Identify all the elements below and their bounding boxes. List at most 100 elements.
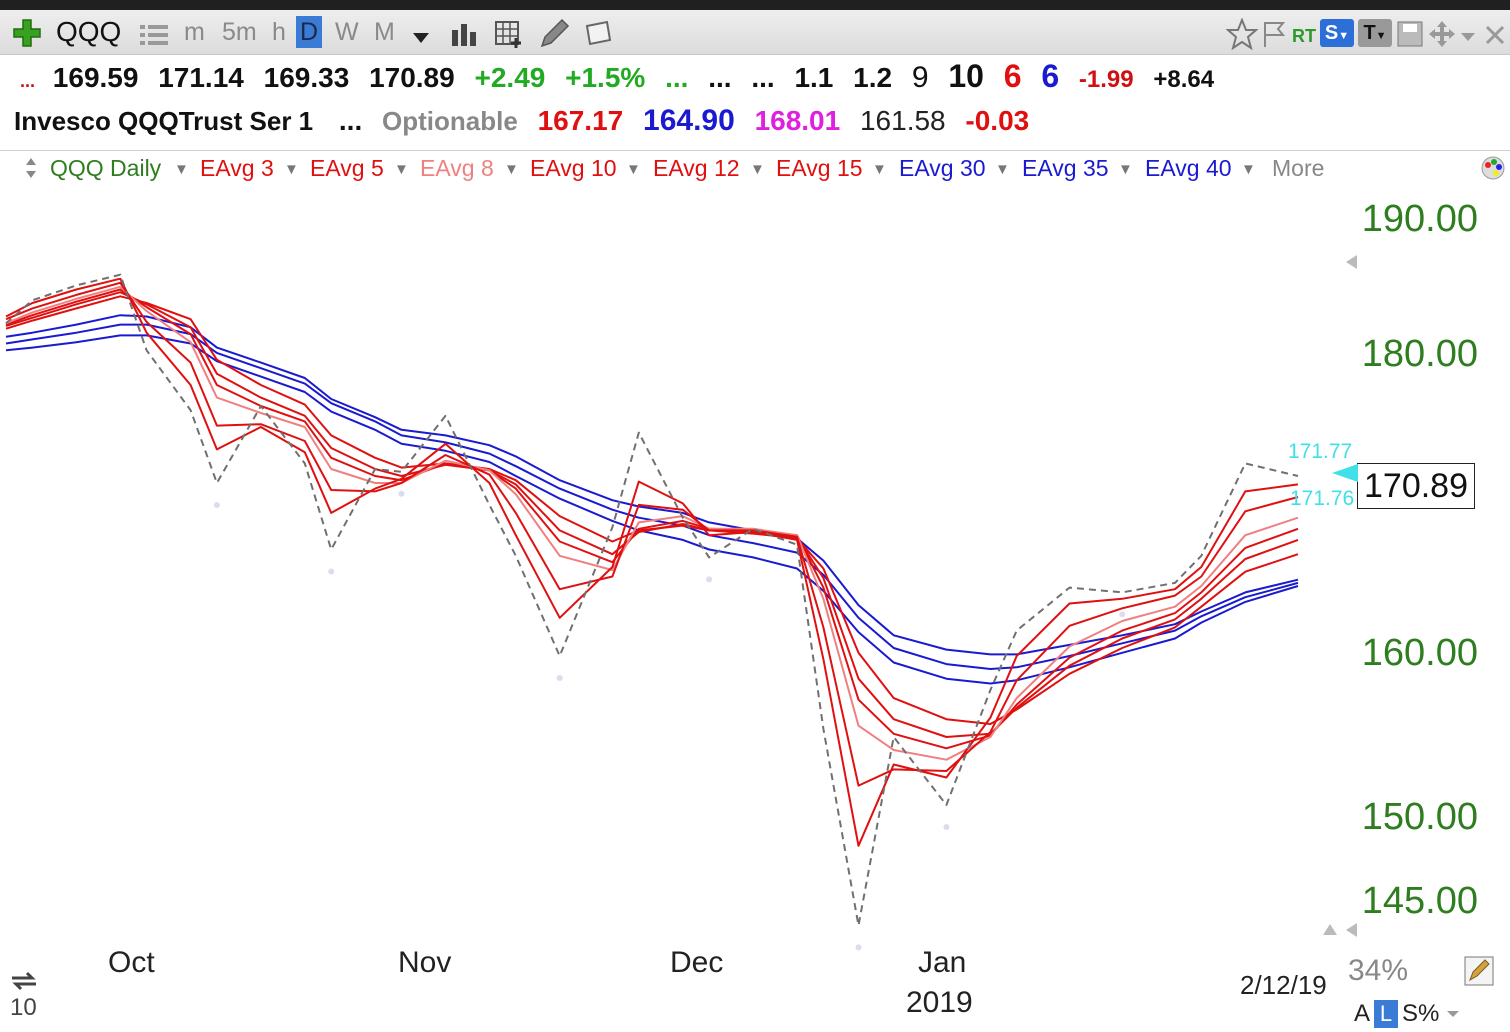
y-tick-150: 150.00 xyxy=(1361,796,1478,838)
x-label-jan: Jan xyxy=(918,946,967,979)
metric-6-blue: 6 xyxy=(1041,58,1060,94)
series-line-eavg-40 xyxy=(5,334,1299,685)
eavg8-caret[interactable]: ▼ xyxy=(504,161,519,178)
interval-m-month[interactable]: M xyxy=(374,18,395,46)
indicator-eavg15[interactable]: EAvg 15 xyxy=(776,155,863,181)
pencil-draw-icon[interactable] xyxy=(538,18,570,50)
refresh-icon[interactable] xyxy=(8,968,40,992)
metric-6-red: 6 xyxy=(1003,58,1022,94)
eavg3-caret[interactable]: ▼ xyxy=(284,161,299,178)
x-label-nov: Nov xyxy=(398,946,452,979)
change-value: +2.49 xyxy=(474,62,546,93)
indicator-eavg12[interactable]: EAvg 12 xyxy=(653,155,740,181)
dots-black-1: ... xyxy=(708,62,732,93)
save-icon[interactable] xyxy=(1396,20,1424,48)
interval-w[interactable]: W xyxy=(335,18,359,46)
quote-row: ... 169.59 171.14 169.33 170.89 +2.49 +1… xyxy=(0,58,1510,95)
chart-toolbar: QQQ m 5m h D W M RT S▼ T▼ xyxy=(0,10,1510,55)
optionable-label: Optionable xyxy=(382,106,518,136)
metric-1-2: 1.2 xyxy=(853,62,893,93)
x-label-oct: Oct xyxy=(108,946,155,979)
t-button[interactable]: T▼ xyxy=(1358,19,1392,47)
cyan-marker-icon xyxy=(1332,464,1358,482)
rt-label[interactable]: RT xyxy=(1292,26,1316,46)
footer-caret-icon[interactable] xyxy=(1446,1010,1460,1018)
interval-h[interactable]: h xyxy=(272,18,286,46)
footer-a[interactable]: A xyxy=(1354,1000,1371,1027)
series-line-eavg-5 xyxy=(5,281,1299,787)
interval-m[interactable]: m xyxy=(184,18,205,46)
metric-9: 9 xyxy=(911,61,929,94)
indicator-eavg35[interactable]: EAvg 35 xyxy=(1022,155,1109,181)
eavg10-caret[interactable]: ▼ xyxy=(626,161,641,178)
footer-ten: 10 xyxy=(10,994,37,1021)
indicator-eavg10[interactable]: EAvg 10 xyxy=(530,155,617,181)
eavg35-caret[interactable]: ▼ xyxy=(1118,161,1133,178)
star-icon[interactable] xyxy=(1226,18,1258,50)
indicator-main[interactable]: QQQ Daily xyxy=(50,155,162,181)
indicator-eavg30[interactable]: EAvg 30 xyxy=(899,155,986,181)
eavg12-caret[interactable]: ▼ xyxy=(750,161,765,178)
ruler-pencil-icon[interactable] xyxy=(1464,956,1494,986)
eavg5-caret[interactable]: ▼ xyxy=(394,161,409,178)
s-button[interactable]: S▼ xyxy=(1320,19,1354,47)
close-value: 170.89 xyxy=(369,62,455,93)
name-dots: ... xyxy=(338,105,363,136)
scroll-left-bottom-icon[interactable] xyxy=(1344,922,1358,938)
footer-l[interactable]: L xyxy=(1374,1000,1398,1028)
chevron-down-icon[interactable] xyxy=(1460,32,1476,42)
x-label-year: 2019 xyxy=(906,986,973,1019)
dropdown-arrow-icon[interactable] xyxy=(412,32,430,44)
t-caret-icon: ▼ xyxy=(1375,30,1387,42)
indicator-main-caret[interactable]: ▼ xyxy=(174,161,189,178)
s-caret-icon: ▼ xyxy=(1338,30,1350,42)
table-calc-icon[interactable] xyxy=(494,20,526,50)
price-black: 161.58 xyxy=(859,105,946,136)
series-line-eavg-8 xyxy=(5,285,1299,761)
scroll-up-icon[interactable] xyxy=(1322,922,1338,936)
interval-5m[interactable]: 5m xyxy=(222,18,257,46)
y-tick-145: 145.00 xyxy=(1361,880,1478,922)
y-tick-180: 180.00 xyxy=(1361,333,1478,375)
indicator-eavg3[interactable]: EAvg 3 xyxy=(200,155,274,181)
open-value: 169.59 xyxy=(52,62,139,93)
y-tick-190: 190.00 xyxy=(1361,198,1478,240)
eavg30-caret[interactable]: ▼ xyxy=(995,161,1010,178)
add-plus-icon[interactable] xyxy=(12,18,42,48)
indicator-eavg8[interactable]: EAvg 8 xyxy=(420,155,494,181)
sort-arrows-icon[interactable] xyxy=(24,157,38,179)
name-row: Invesco QQQTrust Ser 1 ... Optionable 16… xyxy=(0,104,1510,138)
bar-chart-icon[interactable] xyxy=(450,22,480,48)
scroll-left-icon[interactable] xyxy=(1344,254,1358,270)
symbol-label[interactable]: QQQ xyxy=(56,16,122,47)
interval-d-active[interactable]: D xyxy=(296,16,323,48)
change-pct-value: +1.5% xyxy=(565,62,646,93)
indicator-eavg40[interactable]: EAvg 40 xyxy=(1145,155,1232,181)
footer-zoom[interactable]: 34% xyxy=(1348,954,1409,987)
window-top-strip xyxy=(0,0,1510,10)
metric-neg: -1.99 xyxy=(1078,66,1134,93)
price-diff: -0.03 xyxy=(965,105,1030,136)
price-blue: 164.90 xyxy=(643,104,735,137)
s-button-label: S xyxy=(1324,22,1339,44)
price-chart[interactable] xyxy=(0,186,1510,1032)
footer-date: 2/12/19 xyxy=(1240,970,1327,1000)
close-icon[interactable] xyxy=(1484,24,1506,46)
note-icon[interactable] xyxy=(582,18,614,50)
eavg15-caret[interactable]: ▼ xyxy=(872,161,887,178)
eavg40-caret[interactable]: ▼ xyxy=(1241,161,1256,178)
flag-icon[interactable] xyxy=(1262,20,1288,48)
high-value: 171.14 xyxy=(158,62,244,93)
indicator-eavg5[interactable]: EAvg 5 xyxy=(310,155,384,181)
price-red: 167.17 xyxy=(537,105,624,136)
price-magenta: 168.01 xyxy=(754,105,841,136)
cyan-label-2: 171.76 xyxy=(1290,487,1355,510)
list-icon[interactable] xyxy=(138,22,170,48)
move-icon[interactable] xyxy=(1428,20,1456,48)
footer-s-pct[interactable]: S% xyxy=(1402,1000,1440,1027)
palette-icon[interactable] xyxy=(1480,155,1506,181)
indicator-more[interactable]: More xyxy=(1272,155,1325,181)
low-value: 169.33 xyxy=(263,62,350,93)
last-price-box: 170.89 xyxy=(1357,463,1475,509)
series-line-eavg-15 xyxy=(5,295,1299,725)
